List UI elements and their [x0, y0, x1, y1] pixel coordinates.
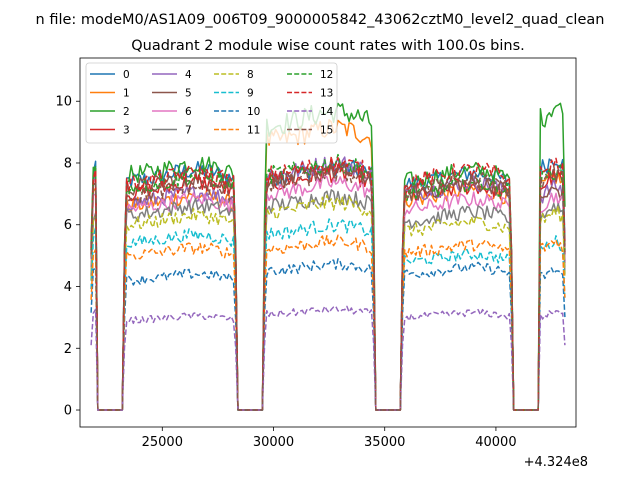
y-tick-label: 6	[64, 218, 72, 233]
series-line-6	[90, 175, 566, 411]
legend-label-14: 14	[320, 106, 334, 118]
legend-label-6: 6	[185, 106, 192, 118]
figure-suptitle: n file: modeM0/AS1A09_006T09_9000005842_…	[36, 12, 605, 28]
y-tick-label: 10	[55, 95, 72, 110]
series-line-5	[90, 161, 566, 411]
series-line-10	[90, 258, 566, 411]
y-tick-label: 2	[64, 342, 72, 357]
series-line-9	[90, 218, 566, 411]
plot-area	[90, 102, 566, 411]
legend-label-13: 13	[320, 88, 333, 100]
legend-label-12: 12	[320, 69, 333, 81]
legend-label-1: 1	[123, 88, 130, 100]
legend-label-0: 0	[123, 69, 130, 81]
y-tick-label: 0	[64, 404, 72, 419]
legend-label-7: 7	[185, 125, 192, 137]
legend-label-10: 10	[247, 106, 260, 118]
legend-label-11: 11	[247, 125, 260, 137]
x-tick-label: 35000	[364, 435, 405, 450]
y-tick-label: 4	[64, 280, 72, 295]
plot-frame	[79, 57, 577, 428]
x-tick-label: 40000	[475, 435, 516, 450]
legend-label-4: 4	[185, 69, 192, 81]
series-line-7	[90, 189, 566, 411]
series-line-14	[90, 305, 566, 411]
series-line-1	[90, 119, 566, 411]
legend-label-9: 9	[247, 88, 254, 100]
legend-label-3: 3	[123, 125, 130, 137]
legend-box	[85, 62, 338, 144]
y-tick-label: 8	[64, 156, 72, 171]
x-tick-label: 25000	[142, 435, 183, 450]
legend-label-15: 15	[320, 125, 333, 137]
series-line-13	[90, 155, 566, 411]
legend-label-8: 8	[247, 69, 254, 81]
chart-title: Quadrant 2 module wise count rates with …	[131, 38, 525, 54]
series-line-8	[90, 194, 566, 411]
legend-label-5: 5	[185, 88, 192, 100]
x-offset-label: +4.324e8	[524, 455, 588, 470]
series-line-15	[90, 164, 566, 411]
legend-label-2: 2	[123, 106, 130, 118]
x-tick-label: 30000	[253, 435, 294, 450]
series-line-11	[90, 234, 566, 411]
series-line-2	[90, 102, 566, 411]
